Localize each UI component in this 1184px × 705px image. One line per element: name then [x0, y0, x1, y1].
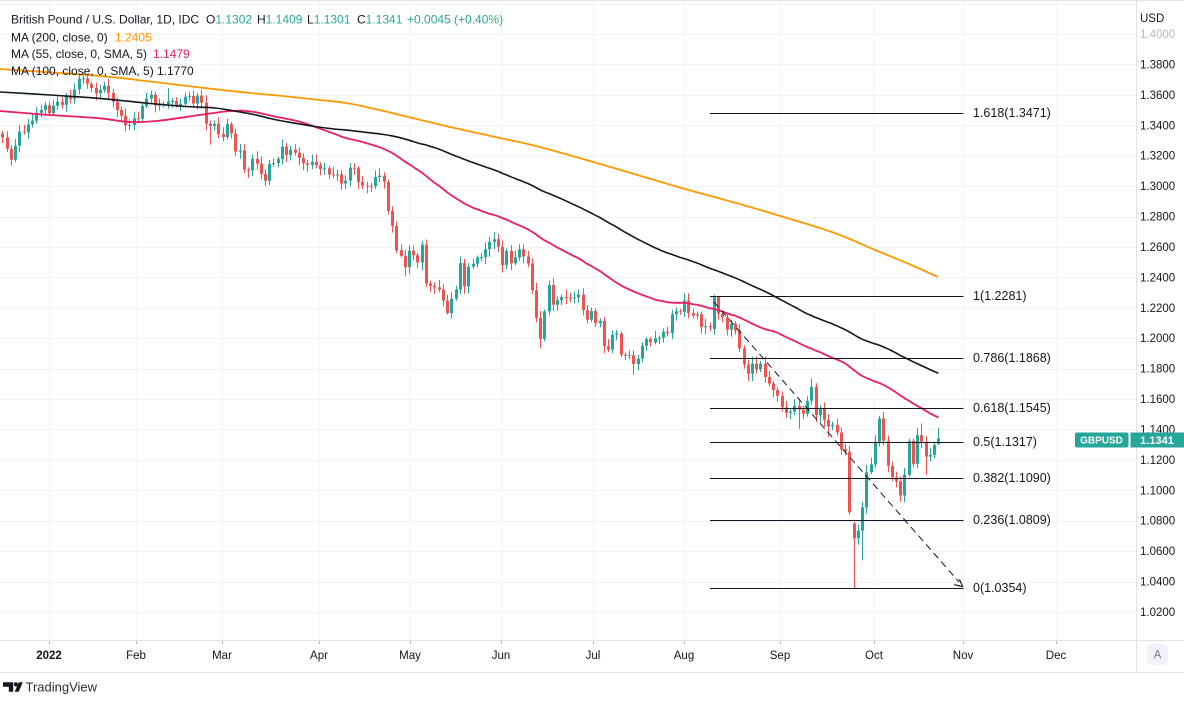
svg-text:1.0400: 1.0400	[1140, 577, 1175, 589]
svg-text:0(1.0354): 0(1.0354)	[973, 581, 1027, 595]
svg-text:2022: 2022	[36, 650, 62, 662]
svg-text:1.4000: 1.4000	[1140, 29, 1175, 41]
svg-text:MA (100, close, 0, SMA, 5)1.17: MA (100, close, 0, SMA, 5)1.1770	[11, 64, 194, 78]
svg-text:Dec: Dec	[1046, 650, 1067, 662]
svg-text:0.618(1.1545): 0.618(1.1545)	[973, 401, 1051, 415]
svg-text:1.1800: 1.1800	[1140, 364, 1175, 376]
svg-text:0.5(1.1317): 0.5(1.1317)	[973, 435, 1037, 449]
svg-text:Oct: Oct	[865, 650, 884, 662]
svg-text:Nov: Nov	[953, 650, 974, 662]
svg-text:1.2400: 1.2400	[1140, 272, 1175, 284]
svg-text:TradingView: TradingView	[26, 680, 98, 695]
svg-text:MA (55, close, 0, SMA, 5)1.147: MA (55, close, 0, SMA, 5)1.1479	[11, 47, 190, 61]
svg-text:1.2800: 1.2800	[1140, 212, 1175, 224]
svg-text:Mar: Mar	[212, 650, 232, 662]
svg-text:Jul: Jul	[586, 650, 601, 662]
svg-text:1.2600: 1.2600	[1140, 242, 1175, 254]
svg-text:1.0800: 1.0800	[1140, 516, 1175, 528]
svg-text:0.236(1.0809): 0.236(1.0809)	[973, 513, 1051, 527]
svg-text:1.3200: 1.3200	[1140, 151, 1175, 163]
svg-text:GBPUSD: GBPUSD	[1080, 436, 1123, 447]
svg-text:MA (200, close, 0)1.2405: MA (200, close, 0)1.2405	[11, 31, 152, 45]
svg-text:1.0600: 1.0600	[1140, 546, 1175, 558]
svg-text:0.786(1.1868): 0.786(1.1868)	[973, 351, 1051, 365]
svg-text:1.3400: 1.3400	[1140, 120, 1175, 132]
svg-text:Sep: Sep	[770, 650, 790, 662]
svg-text:A: A	[1154, 650, 1162, 662]
svg-text:British Pound / U.S. Dollar, 1: British Pound / U.S. Dollar, 1D, IDCO1.1…	[11, 13, 503, 27]
svg-text:USD: USD	[1140, 13, 1164, 25]
svg-text:1.1000: 1.1000	[1140, 485, 1175, 497]
svg-text:1.1200: 1.1200	[1140, 455, 1175, 467]
svg-text:1.618(1.3471): 1.618(1.3471)	[973, 106, 1051, 120]
svg-text:1.3600: 1.3600	[1140, 90, 1175, 102]
svg-text:1(1.2281): 1(1.2281)	[973, 289, 1027, 303]
svg-text:May: May	[399, 650, 421, 662]
svg-text:1.2200: 1.2200	[1140, 303, 1175, 315]
svg-text:Aug: Aug	[674, 650, 694, 662]
svg-text:0.382(1.1090): 0.382(1.1090)	[973, 471, 1051, 485]
svg-text:1.2000: 1.2000	[1140, 333, 1175, 345]
svg-text:1.3800: 1.3800	[1140, 59, 1175, 71]
svg-text:Apr: Apr	[310, 650, 328, 662]
svg-text:1.1341: 1.1341	[1140, 435, 1174, 447]
svg-text:Feb: Feb	[126, 650, 146, 662]
svg-text:1.3000: 1.3000	[1140, 181, 1175, 193]
svg-text:1.1600: 1.1600	[1140, 394, 1175, 406]
svg-text:Jun: Jun	[492, 650, 511, 662]
svg-text:1.0200: 1.0200	[1140, 607, 1175, 619]
